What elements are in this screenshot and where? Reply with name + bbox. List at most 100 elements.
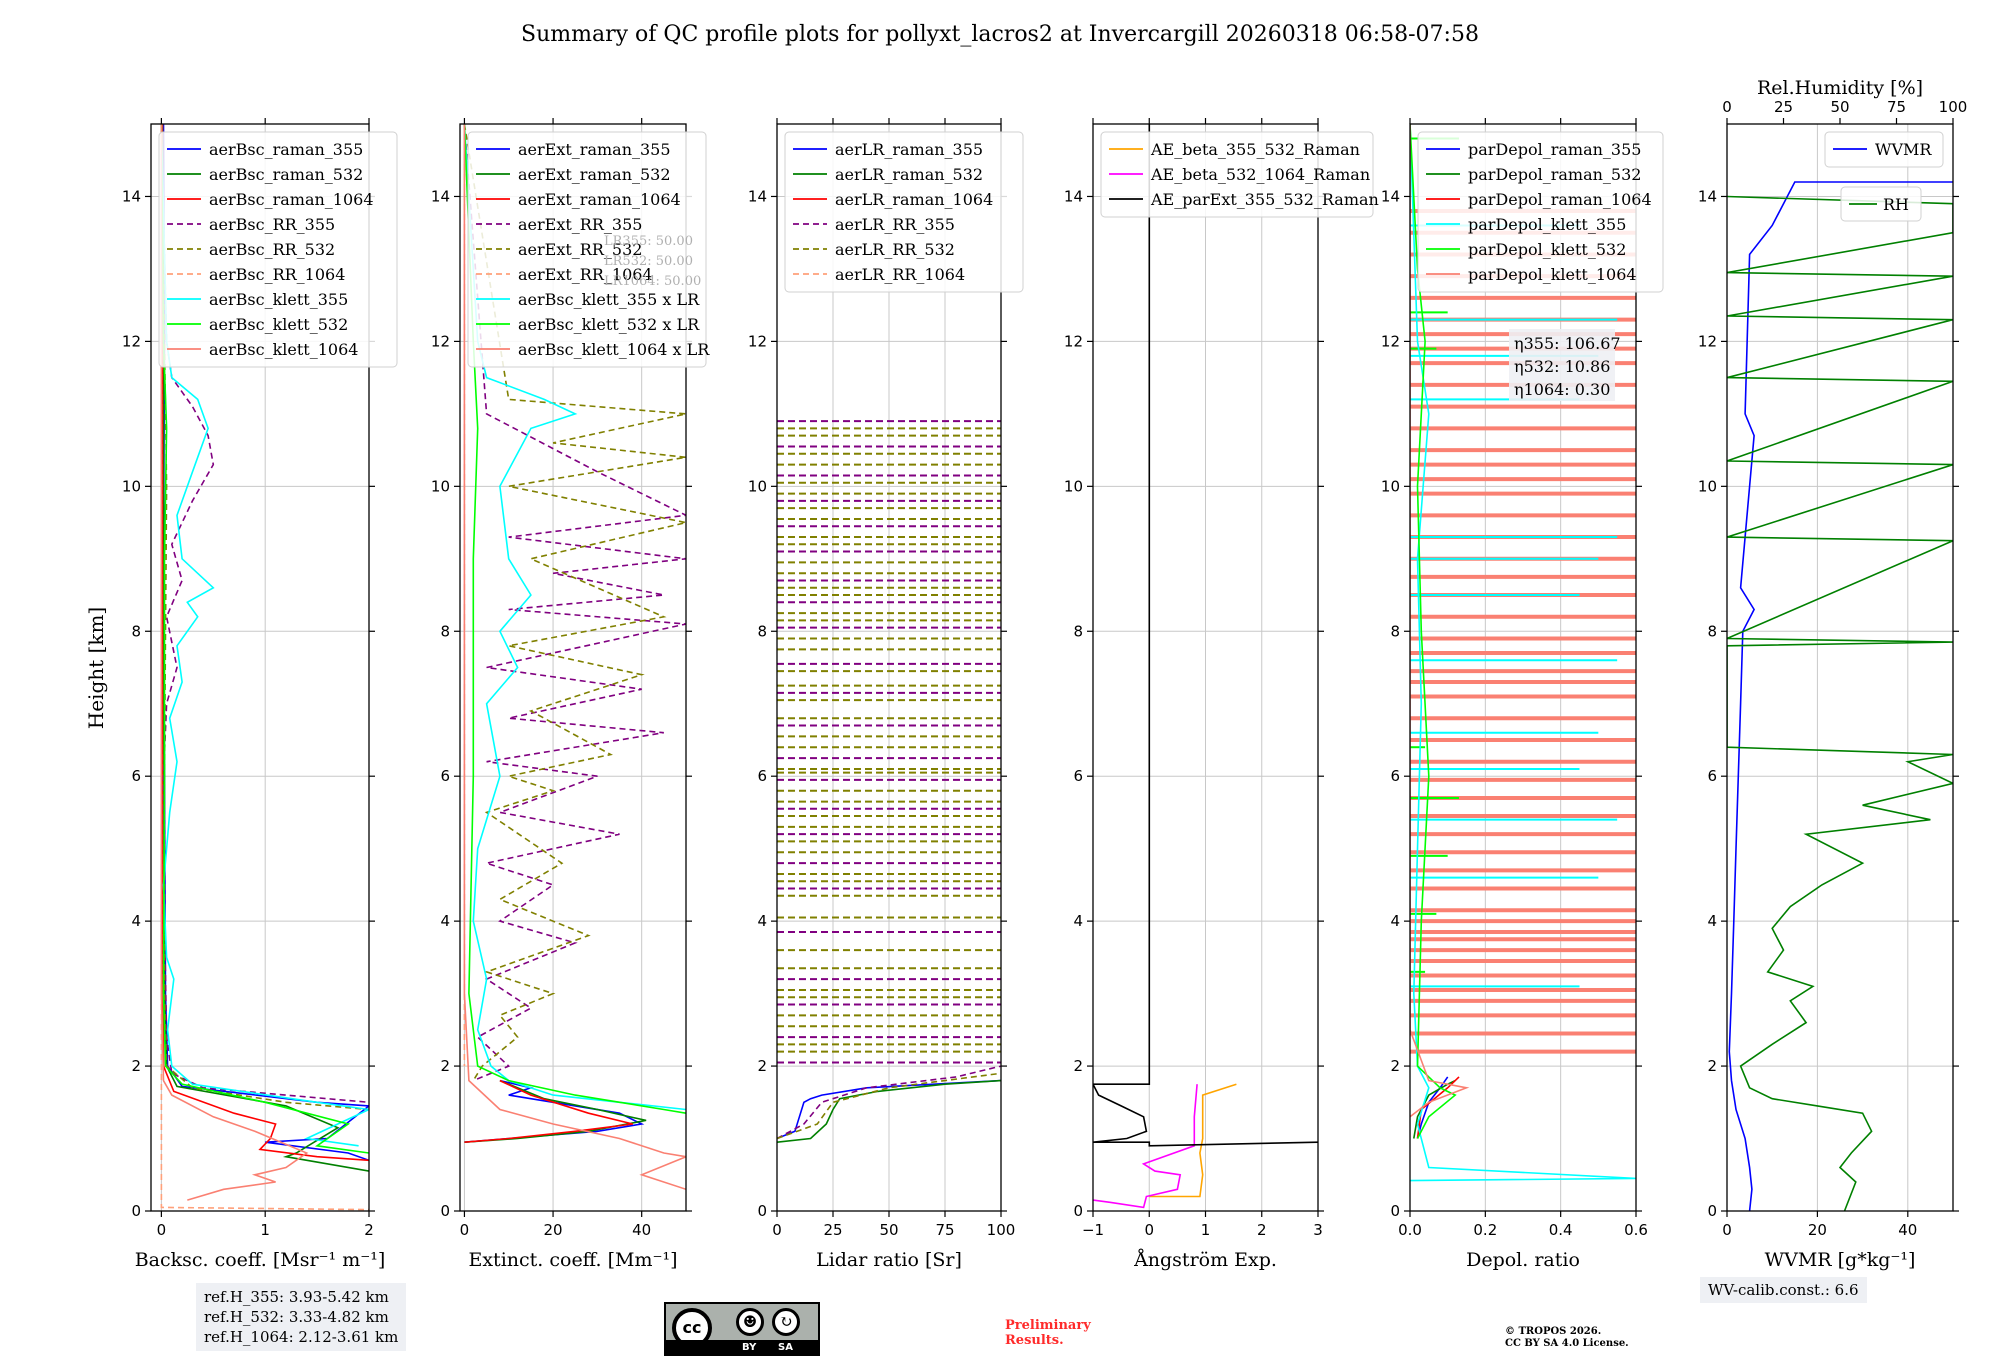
x-axis-label: Backsc. coeff. [Msr⁻¹ m⁻¹] xyxy=(135,1249,386,1271)
y-tick-label: 0 xyxy=(1390,1202,1400,1220)
x-tick-label: 2 xyxy=(1257,1221,1267,1239)
legend-secondary: RH xyxy=(1840,186,1922,222)
series-aerbsc-klett-532-x-lr xyxy=(463,124,686,1114)
y-tick-label: 2 xyxy=(757,1057,767,1075)
series-pardepol-klett-532 xyxy=(1410,124,1457,1139)
y-tick-label: 12 xyxy=(122,332,141,350)
y-tick-label: 14 xyxy=(122,187,141,205)
panel-2: 0 20 40 0 2 4 6 8 10 12 14 Extinct. coeff. [Mm⁻¹] ae… xyxy=(431,118,710,1271)
axes-frame xyxy=(1409,123,1637,1212)
y-tick-label: 2 xyxy=(1073,1057,1083,1075)
plot-area xyxy=(463,124,686,1191)
y-tick-label: 6 xyxy=(131,767,141,785)
y-tick-label: 8 xyxy=(1390,622,1400,640)
x-tick-label: 0.6 xyxy=(1624,1221,1648,1239)
legend-entry-pardepol-klett-355: parDepol_klett_355 xyxy=(1468,215,1626,234)
series-aerbsc-raman-1064 xyxy=(161,124,369,1162)
series-pardepol-klett-355 xyxy=(1410,124,1636,1182)
legend-entry-aerbsc-raman-532: aerBsc_raman_532 xyxy=(209,165,363,184)
calibration-box xyxy=(1509,329,1615,401)
legend-entry-aerext-raman-355: aerExt_raman_355 xyxy=(518,140,671,159)
legend: aerBsc_raman_355 aerBsc_raman_532 aerBsc_r… xyxy=(158,131,398,368)
legend-entry-pardepol-raman-355: parDepol_raman_355 xyxy=(1468,140,1641,159)
y-tick-label: 0 xyxy=(1707,1202,1717,1220)
badge-by-label: BY xyxy=(742,1342,757,1353)
y-tick-label: 10 xyxy=(122,477,141,495)
legend-entry-aerlr-rr-355: aerLR_RR_355 xyxy=(835,215,955,234)
legend-entry-aerbsc-rr-532: aerBsc_RR_532 xyxy=(209,240,335,259)
plot-area xyxy=(777,420,1001,1143)
legend-entry-aerbsc-rr-1064: aerBsc_RR_1064 xyxy=(209,265,345,284)
x-axis-label: Lidar ratio [Sr] xyxy=(816,1249,962,1271)
y-tick-label: 10 xyxy=(1698,477,1717,495)
y-tick-label: 4 xyxy=(440,912,450,930)
y-tick-label: 2 xyxy=(1707,1057,1717,1075)
legend-entry-aerext-rr-532: aerExt_RR_532 xyxy=(518,240,642,259)
legend-entry-ae-beta-532-1064-raman: AE_beta_532_1064_Raman xyxy=(1150,165,1370,184)
x2-tick-label: 75 xyxy=(1887,98,1906,116)
y-tick-label: 10 xyxy=(431,477,450,495)
y-tick-label: 4 xyxy=(1390,912,1400,930)
series-aerbsc-klett-1064 xyxy=(160,124,309,1201)
y-tick-label: 12 xyxy=(1064,332,1083,350)
y-tick-label: 14 xyxy=(1064,187,1083,205)
attribution-icon: ☻ xyxy=(736,1308,764,1336)
y-tick-label: 4 xyxy=(1073,912,1083,930)
y-tick-label: 2 xyxy=(440,1057,450,1075)
y-tick-label: 8 xyxy=(131,622,141,640)
x-tick-label: 40 xyxy=(632,1221,651,1239)
preliminary-note: Preliminary Results. xyxy=(1005,1318,1091,1348)
copyright-note: © TROPOS 2026. CC BY SA 4.0 License. xyxy=(1505,1326,1629,1350)
legend-entry-aerbsc-klett-355: aerBsc_klett_355 xyxy=(209,290,348,309)
ref-height-355: ref.H_355: 3.93-5.42 km xyxy=(204,1288,389,1306)
series-aerext-rr-355 xyxy=(463,124,686,1082)
x-axis-label: Ångström Exp. xyxy=(1133,1249,1277,1271)
legend-entry-ae-beta-355-532-raman: AE_beta_355_532_Raman xyxy=(1150,140,1360,159)
panel-3: 0 25 50 75 100 0 2 4 6 8 10 12 14 Lidar ratio [Sr] aer… xyxy=(748,118,1024,1271)
legend-entry-aerbsc-klett-1064: aerBsc_klett_1064 xyxy=(209,340,358,359)
y-tick-label: 10 xyxy=(1064,477,1083,495)
axes-frame xyxy=(459,123,687,1212)
y-tick-label: 4 xyxy=(757,912,767,930)
plot-area xyxy=(1093,124,1318,1209)
x-tick-label: −1 xyxy=(1082,1221,1104,1239)
y-tick-label: 0 xyxy=(440,1202,450,1220)
legend-entry-aerbsc-klett-532-x-lr: aerBsc_klett_532 x LR xyxy=(518,315,700,334)
series-aerlr-raman-532 xyxy=(777,1079,1001,1143)
legend-box xyxy=(1417,131,1664,293)
preliminary-line-1: Preliminary xyxy=(1005,1318,1091,1333)
legend-box xyxy=(1100,131,1374,218)
ref-height-532: ref.H_532: 3.33-4.82 km xyxy=(204,1308,389,1326)
y-tick-label: 14 xyxy=(1381,187,1400,205)
y-tick-label: 12 xyxy=(1698,332,1717,350)
calibration-factor: η532: 10.86 xyxy=(1514,357,1610,376)
legend-entry-aerext-raman-1064: aerExt_raman_1064 xyxy=(518,190,681,209)
x-axis-label: WVMR [g*kg⁻¹] xyxy=(1765,1249,1916,1271)
y-tick-label: 0 xyxy=(131,1202,141,1220)
x-tick-label: 75 xyxy=(935,1221,954,1239)
x-tick-label: 0 xyxy=(157,1221,167,1239)
series-aerbsc-klett-1064-x-lr xyxy=(463,124,686,1191)
x-axis-label: Extinct. coeff. [Mm⁻¹] xyxy=(468,1249,677,1271)
lr-overlay-text: LR1064: 50.00 xyxy=(604,274,701,289)
share-alike-icon: ↻ xyxy=(772,1308,800,1336)
x-tick-label: 0.0 xyxy=(1398,1221,1422,1239)
axes-frame xyxy=(1726,123,1954,1212)
lr-overlay-text: LR355: 50.00 xyxy=(604,234,693,249)
legend-entry-aerbsc-klett-1064-x-lr: aerBsc_klett_1064 x LR xyxy=(518,340,710,359)
y-tick-label: 8 xyxy=(757,622,767,640)
series-aerext-rr-532 xyxy=(463,124,686,1082)
legend-entry-aerbsc-klett-532: aerBsc_klett_532 xyxy=(209,315,348,334)
y-tick-label: 8 xyxy=(440,622,450,640)
reference-heights-box: ref.H_355: 3.93-5.42 km ref.H_532: 3.33-… xyxy=(196,1283,407,1351)
copyright-line-2: CC BY SA 4.0 License. xyxy=(1505,1338,1629,1349)
legend-box xyxy=(1840,186,1922,222)
x-tick-label: 1 xyxy=(260,1221,270,1239)
x-tick-label: 0 xyxy=(1722,1221,1732,1239)
y-tick-label: 14 xyxy=(748,187,767,205)
x-axis-label: Depol. ratio xyxy=(1466,1249,1580,1271)
series-aerlr-rr-532 xyxy=(777,1072,1001,1140)
wv-calib-box: WV-calib.const.: 6.6 xyxy=(1700,1277,1867,1303)
